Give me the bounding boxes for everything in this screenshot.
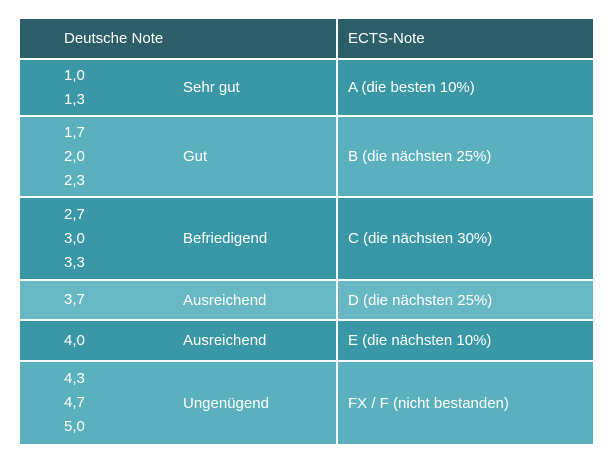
grade-values: 1,0 1,3 [20, 64, 140, 112]
grade-value: 1,0 [64, 66, 85, 84]
grade-label: Ungenügend [183, 394, 269, 412]
german-grade-cell: 4,0 Ausreichend [20, 321, 338, 360]
grade-value: 5,0 [64, 418, 85, 435]
grade-value: 4,7 [64, 394, 85, 411]
table-header-row: Deutsche Note ECTS-Note [20, 19, 593, 60]
ects-grade-cell: E (die nächsten 10%) [348, 332, 492, 349]
table-row: 3,7 Ausreichend D (die nächsten 25%) [20, 281, 593, 321]
grade-values: 2,7 3,0 3,3 [20, 203, 140, 275]
grade-value: 3,7 [64, 291, 85, 308]
table-row: 2,7 3,0 3,3 Befriedigend C (die nächsten… [20, 198, 593, 281]
ects-grade-cell: C (die nächsten 30%) [348, 230, 493, 247]
grade-values: 1,7 2,0 2,3 [20, 121, 140, 193]
header-deutsche-note: Deutsche Note [20, 19, 338, 58]
ects-grade-cell: D (die nächsten 25%) [348, 291, 493, 309]
grade-label: Ausreichend [183, 332, 267, 349]
grade-values: 4,3 4,7 5,0 [20, 367, 140, 439]
grade-value: 2,7 [64, 205, 85, 223]
german-grade-cell: 2,7 3,0 3,3 Befriedigend [20, 198, 338, 279]
grade-conversion-table: Deutsche Note ECTS-Note 1,0 1,3 Sehr gut… [20, 19, 593, 444]
grade-value: 3,3 [64, 253, 85, 271]
table-row: 1,0 1,3 Sehr gut A (die besten 10%) [20, 60, 593, 117]
grade-label: Befriedigend [183, 230, 268, 247]
ects-grade-cell: A (die besten 10%) [348, 79, 475, 96]
table-row: 4,3 4,7 5,0 Ungenügend FX / F (nicht bes… [20, 362, 593, 444]
grade-value: 2,3 [64, 171, 85, 189]
grade-value: 1,7 [64, 123, 85, 141]
grade-value: 2,0 [64, 147, 85, 165]
table-row: 4,0 Ausreichend E (die nächsten 10%) [20, 321, 593, 362]
german-grade-cell: 3,7 Ausreichend [20, 281, 338, 319]
ects-grade-cell: FX / F (nicht bestanden) [348, 394, 509, 412]
grade-values: 3,7 [20, 288, 140, 312]
grade-value: 4,0 [64, 331, 85, 349]
german-grade-cell: 1,0 1,3 Sehr gut [20, 60, 338, 115]
grade-label: Sehr gut [183, 79, 240, 96]
grade-label: Ausreichend [183, 291, 267, 309]
german-grade-cell: 1,7 2,0 2,3 Gut [20, 117, 338, 196]
german-grade-cell: 4,3 4,7 5,0 Ungenügend [20, 362, 338, 444]
header-ects-note: ECTS-Note [348, 30, 425, 47]
grade-label: Gut [183, 148, 208, 165]
grade-values: 4,0 [20, 329, 140, 353]
grade-value: 3,0 [64, 229, 85, 247]
ects-grade-cell: B (die nächsten 25%) [348, 148, 492, 165]
table-row: 1,7 2,0 2,3 Gut B (die nächsten 25%) [20, 117, 593, 198]
grade-value: 1,3 [64, 90, 85, 108]
grade-value: 4,3 [64, 370, 85, 387]
